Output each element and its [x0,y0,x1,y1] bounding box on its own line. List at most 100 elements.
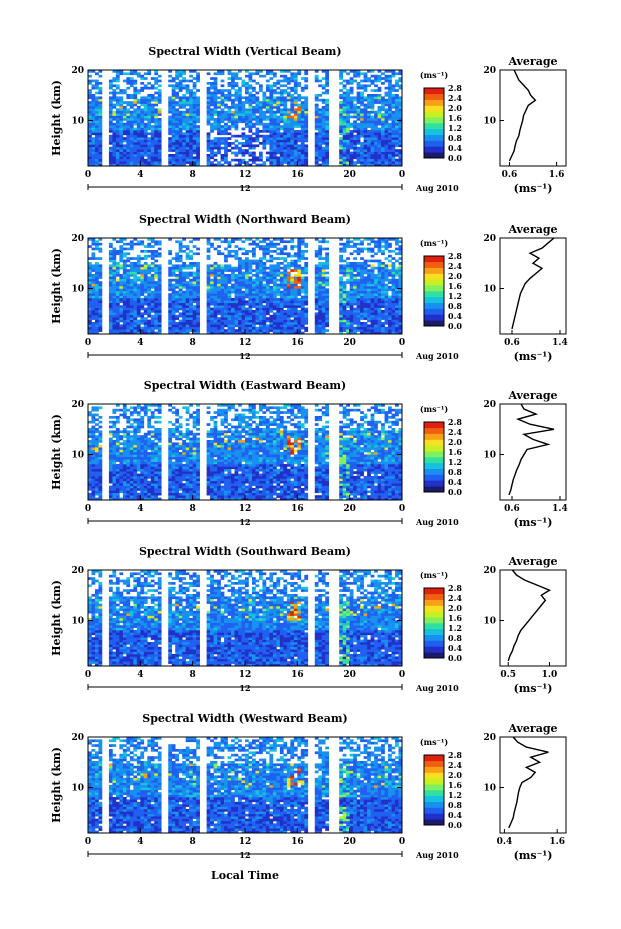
colorbar-swatch [424,480,444,487]
colorbar-frame [423,255,445,327]
avg-x-tick-label: 1.6 [549,170,565,180]
colorbar-swatch [424,427,444,434]
x-tick-label: 20 [343,837,356,847]
colorbar-swatch [424,123,444,130]
colorbar-swatch [424,760,444,767]
colorbar-swatch [424,468,444,475]
colorbar-swatch [424,256,444,263]
colorbar-swatch [424,790,444,797]
colorbar-tick-label: 0.8 [448,301,462,311]
colorbar-swatch [424,640,444,647]
colorbar-tick-label: 0.4 [448,143,462,153]
y-axis-label: Height (km) [50,747,63,823]
date-day-label: 12 [239,850,250,860]
colorbar-tick-label: 1.6 [448,281,462,291]
colorbar-swatch [424,474,444,481]
x-tick-label: 4 [137,670,143,680]
colorbar: (ms⁻¹) 0.00.40.81.21.62.02.42.8 [420,238,462,331]
panel-title: Spectral Width (Westward Beam) [142,712,347,725]
colorbar-title: (ms⁻¹) [420,570,448,580]
colorbar-swatch [424,623,444,630]
x-tick-label: 20 [343,670,356,680]
average-profile-line [508,403,555,496]
average-profile-line [508,69,537,162]
colorbar-swatch [424,801,444,808]
colorbar-swatch [424,795,444,802]
avg-x-axis-label: (ms⁻¹) [514,682,553,695]
y-axis-label: Height (km) [50,80,63,156]
panel-title: Spectral Width (Eastward Beam) [144,379,346,392]
colorbar-swatch [424,267,444,274]
x-tick-label: 0 [399,504,405,514]
avg-x-axis-label: (ms⁻¹) [514,182,553,195]
colorbar-title: (ms⁻¹) [420,238,448,248]
average-panel: Average 10 20 0.4 1.6 (ms⁻¹) [483,722,567,862]
x-tick-label: 20 [343,504,356,514]
x-tick-label: 0 [85,504,91,514]
colorbar: (ms⁻¹) 0.00.40.81.21.62.02.42.8 [420,404,462,497]
colorbar-swatch [424,778,444,785]
date-month-label: Aug 2010 [415,517,459,527]
x-tick-label: 20 [343,170,356,180]
avg-x-tick-label: 1.6 [549,837,565,847]
colorbar-swatch [424,486,444,493]
date-month-label: Aug 2010 [415,351,459,361]
x-tick-label: 4 [137,170,143,180]
y-axis-label: Height (km) [50,580,63,656]
colorbar-swatch [424,819,444,826]
colorbar-frame [423,754,445,826]
colorbar-tick-label: 0.8 [448,467,462,477]
x-tick-label: 8 [190,504,196,514]
colorbar-swatch [424,593,444,600]
avg-y-tick-label: 20 [483,234,496,244]
heatmap-cells [88,70,403,167]
colorbar-swatch [424,766,444,773]
colorbar-tick-label: 0.0 [448,487,462,497]
average-profile-line [511,237,555,330]
average-panel: Average 10 20 0.5 1.0 (ms⁻¹) [483,555,567,695]
average-frame [499,237,567,335]
avg-x-tick-label: 0.6 [504,338,520,348]
colorbar-tick-label: 0.4 [448,810,462,820]
x-tick-label: 20 [343,338,356,348]
colorbar-swatch [424,611,444,618]
avg-x-axis-label: (ms⁻¹) [514,849,553,862]
x-tick-label: 12 [239,504,252,514]
colorbar: (ms⁻¹) 0.00.40.81.21.62.02.42.8 [420,570,462,663]
colorbar-swatch [424,99,444,106]
colorbar-frame [423,587,445,659]
colorbar-swatch [424,111,444,118]
colorbar-swatch [424,807,444,814]
colorbar-tick-label: 1.2 [448,291,462,301]
colorbar-swatch [424,445,444,452]
x-tick-label: 8 [190,170,196,180]
y-tick-label: 10 [71,117,84,127]
colorbar-swatch [424,605,444,612]
colorbar-swatch [424,279,444,286]
panel-0: Spectral Width (Vertical Beam) 10 20 Height… [50,45,567,195]
x-tick-label: 0 [85,837,91,847]
average-panel: Average 10 20 0.6 1.4 (ms⁻¹) [483,389,567,529]
colorbar-swatch [424,599,444,606]
average-frame [499,736,567,834]
colorbar-swatch [424,646,444,653]
colorbar-tick-label: 0.0 [448,153,462,163]
avg-y-tick-label: 10 [483,451,496,461]
panel-title: Spectral Width (Southward Beam) [139,545,351,558]
x-tick-label: 4 [137,338,143,348]
x-tick-label: 8 [190,338,196,348]
date-day-label: 12 [239,183,250,193]
average-title: Average [507,722,557,735]
colorbar-swatch [424,439,444,446]
colorbar-swatch [424,285,444,292]
colorbar-swatch [424,88,444,95]
date-day-label: 12 [239,517,250,527]
average-frame [499,69,567,167]
avg-x-tick-label: 0.5 [500,670,516,680]
avg-y-tick-label: 20 [483,400,496,410]
colorbar-tick-label: 1.2 [448,790,462,800]
average-title: Average [507,389,557,402]
x-tick-label: 12 [239,837,252,847]
colorbar-tick-label: 1.6 [448,780,462,790]
